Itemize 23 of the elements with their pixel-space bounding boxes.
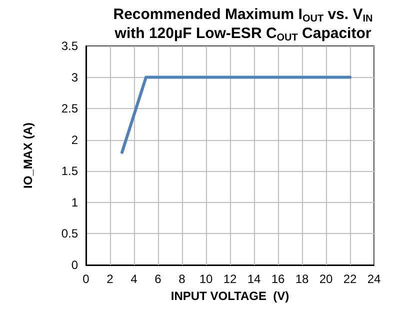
x-tick-label: 4 xyxy=(130,272,138,286)
x-tick-label: 22 xyxy=(343,272,357,286)
x-tick-label: 10 xyxy=(199,272,213,286)
y-axis-title: IO_MAX (A) xyxy=(21,122,35,188)
y-tick-label: 2.5 xyxy=(61,102,78,116)
y-tick-label: 2 xyxy=(71,132,78,147)
x-tick-label: 16 xyxy=(271,272,285,286)
x-tick-label: 2 xyxy=(106,272,114,286)
x-tick-label: 24 xyxy=(367,272,381,286)
x-tick-label: 12 xyxy=(223,272,237,286)
x-tick-label: 20 xyxy=(319,272,333,286)
y-tick-label: 3 xyxy=(71,70,78,84)
x-tick-label: 0 xyxy=(82,272,90,286)
y-tick-label: 1.5 xyxy=(61,164,78,178)
y-tick-label: 3.5 xyxy=(61,39,78,53)
y-tick-label: 0 xyxy=(71,258,78,272)
y-tick-label: 1 xyxy=(71,195,78,210)
x-tick-label: 8 xyxy=(178,272,186,286)
x-tick-label: 6 xyxy=(154,272,162,286)
x-axis-title: INPUT VOLTAGE (V) xyxy=(170,288,290,303)
x-tick-label: 14 xyxy=(247,272,261,286)
x-tick-label: 18 xyxy=(295,272,309,286)
y-tick-label: 0.5 xyxy=(61,226,78,241)
